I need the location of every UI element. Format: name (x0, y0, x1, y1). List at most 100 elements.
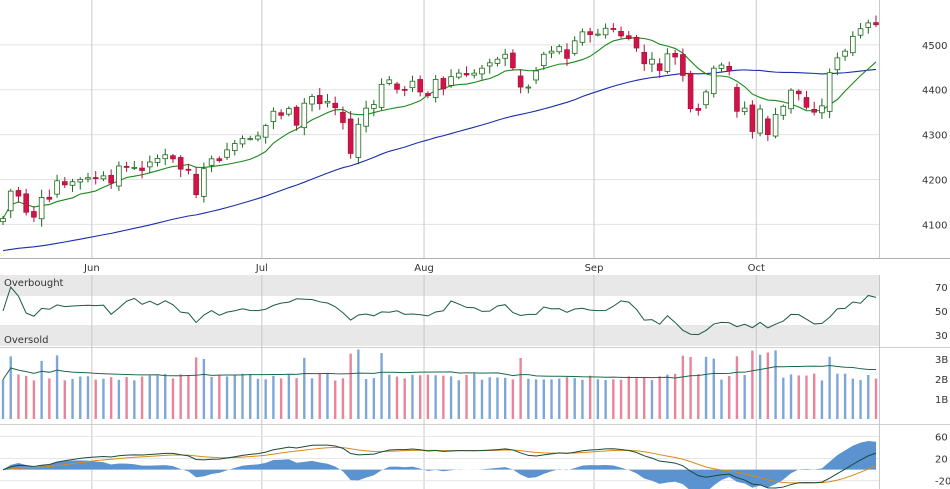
candle (811, 101, 817, 116)
candle (324, 94, 331, 108)
volume-bar (612, 379, 615, 419)
macd-line (2, 444, 877, 489)
volume-bar (140, 376, 144, 419)
volume-bar (418, 375, 422, 419)
volume-vertical-grid (91, 347, 880, 424)
candle (371, 99, 377, 117)
candle (131, 160, 138, 170)
candle (502, 48, 508, 67)
candle (425, 91, 431, 99)
candle (618, 26, 624, 39)
candle (216, 156, 223, 163)
volume-bar (619, 379, 623, 419)
candle (401, 86, 408, 97)
overbought-label: Overbought (4, 278, 64, 289)
volume-bar (550, 379, 553, 419)
candle (734, 83, 740, 118)
volume-tick-label: 3B (935, 355, 948, 366)
macd-panel: -20 20 60 (0, 424, 950, 489)
volume-bar (673, 373, 677, 419)
volume-bar (9, 356, 12, 419)
macd-axis-labels: -20 20 60 (935, 432, 950, 487)
candle (417, 75, 423, 97)
candle (757, 104, 763, 137)
candle (332, 96, 338, 116)
candle (0, 215, 6, 225)
candle (46, 189, 53, 203)
candle (587, 27, 593, 43)
volume-bar (828, 356, 831, 419)
price-tick-label: 4400 (922, 86, 947, 97)
candle (31, 206, 37, 223)
volume-bar (94, 379, 97, 419)
candle (363, 100, 369, 133)
volume-bar (697, 374, 700, 419)
candle (463, 66, 470, 77)
osc-tick-label: 50 (935, 307, 948, 318)
volume-bar (125, 377, 128, 419)
oversold-zone (0, 325, 879, 346)
candle (432, 75, 439, 103)
volume-bar (48, 378, 51, 419)
month-label: Sep (585, 263, 604, 274)
volume-bar (40, 360, 43, 419)
volume-bar (264, 379, 267, 419)
volume-bar (712, 358, 715, 419)
candle (262, 123, 269, 144)
volume-bar (449, 376, 453, 419)
osc-axis-labels: 30 50 70 (935, 283, 948, 342)
volume-bar (341, 378, 345, 419)
candle (633, 34, 640, 52)
candle (208, 155, 215, 173)
volume-axis-labels: 1B 2B 3B (935, 355, 948, 406)
volume-bar (874, 378, 878, 419)
volume-bar (171, 378, 175, 419)
candle (803, 90, 810, 110)
volume-bar (249, 374, 252, 419)
volume-bar (357, 349, 360, 419)
volume-bar (86, 376, 90, 419)
candle (641, 44, 648, 72)
volume-bar (225, 376, 229, 419)
candle (765, 115, 771, 141)
candle (170, 153, 176, 163)
osc-tick-label: 70 (935, 283, 948, 294)
month-label: Jun (83, 263, 100, 274)
candle (355, 117, 362, 165)
volume-bar (805, 375, 808, 419)
volume-bar (635, 378, 638, 419)
volume-bar (364, 379, 368, 419)
sma-50-line (2, 68, 877, 252)
candle (857, 23, 864, 39)
candle (231, 140, 238, 156)
candle (177, 155, 184, 178)
candle (510, 49, 516, 71)
volume-bar (689, 356, 692, 419)
volume-bar (117, 379, 121, 419)
candle (440, 76, 447, 96)
price-tick-label: 4300 (922, 131, 947, 142)
candle (695, 103, 702, 116)
volume-bar (604, 380, 607, 419)
candle (749, 100, 756, 139)
volume-bar (1, 379, 5, 419)
volume-bar (334, 380, 337, 419)
candle (201, 162, 207, 203)
volume-bar (156, 375, 159, 419)
candle (625, 31, 632, 41)
volume-bar (758, 354, 762, 419)
volume-bar (79, 376, 82, 419)
candle (123, 161, 130, 172)
candle (162, 148, 169, 166)
volume-bar (473, 373, 476, 419)
volume-bar (511, 379, 515, 419)
candle (247, 135, 254, 141)
volume-average-line (2, 365, 877, 380)
oscillator-panel: Overbought Oversold 30 50 70 (0, 275, 950, 348)
candle (533, 67, 539, 84)
volume-bar (279, 378, 283, 419)
volume-tick-label: 2B (935, 375, 948, 386)
candle (680, 48, 686, 82)
candle (718, 62, 725, 73)
candle (38, 189, 45, 227)
